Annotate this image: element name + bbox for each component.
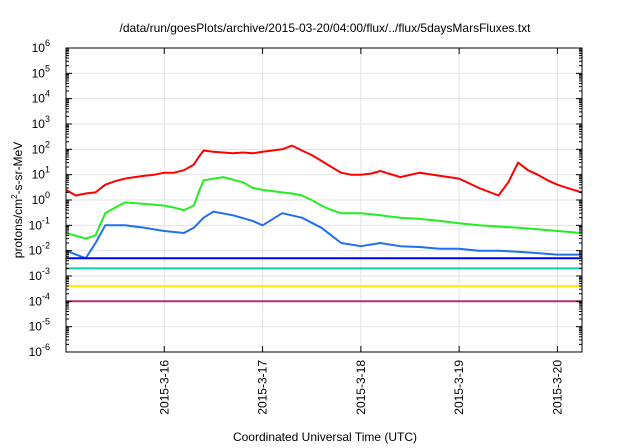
grid-lines <box>66 47 582 353</box>
x-tick-label: 2015-3-19 <box>452 360 466 415</box>
y-tick-label: 10-6 <box>29 342 50 359</box>
y-tick-label: 10-1 <box>29 215 50 232</box>
y-tick-label: 106 <box>32 38 50 55</box>
x-tick-label: 2015-3-16 <box>157 360 171 415</box>
series-line-3 <box>65 210 582 260</box>
y-tick-label: 100 <box>32 190 50 207</box>
axis-ticks: 10-6 10-5 10-4 10-3 10-2 10-1 100 101 102 103 104 1… <box>29 38 582 415</box>
y-tick-label: 104 <box>32 89 50 106</box>
y-tick-label: 102 <box>32 139 50 156</box>
y-axis-label-superscript: 2 <box>10 194 19 199</box>
x-tick-label: 2015-3-20 <box>550 360 564 415</box>
x-tick-label: 2015-3-18 <box>354 360 368 415</box>
y-tick-label: 10-3 <box>29 266 50 283</box>
y-axis-label-units: -s-sr-MeV <box>11 142 25 195</box>
series-layer <box>65 144 583 303</box>
y-tick-label: 10-4 <box>29 291 50 308</box>
x-axis-label: Coordinated Universal Time (UTC) <box>233 430 417 444</box>
y-tick-label: 105 <box>32 63 50 80</box>
y-tick-label: 10-2 <box>29 241 50 258</box>
y-tick-label: 10-5 <box>29 317 50 334</box>
x-tick-label: 2015-3-17 <box>256 360 270 415</box>
y-axis-label-main: protons/cm <box>11 199 25 258</box>
y-tick-label: 103 <box>32 114 50 131</box>
chart-title: /data/run/goesPlots/archive/2015-03-20/0… <box>120 21 532 35</box>
series-line-2 <box>65 176 583 240</box>
series-line-1 <box>65 144 583 197</box>
y-tick-label: 101 <box>32 165 50 182</box>
y-axis-label: protons/cm2-s-sr-MeV <box>10 142 25 258</box>
